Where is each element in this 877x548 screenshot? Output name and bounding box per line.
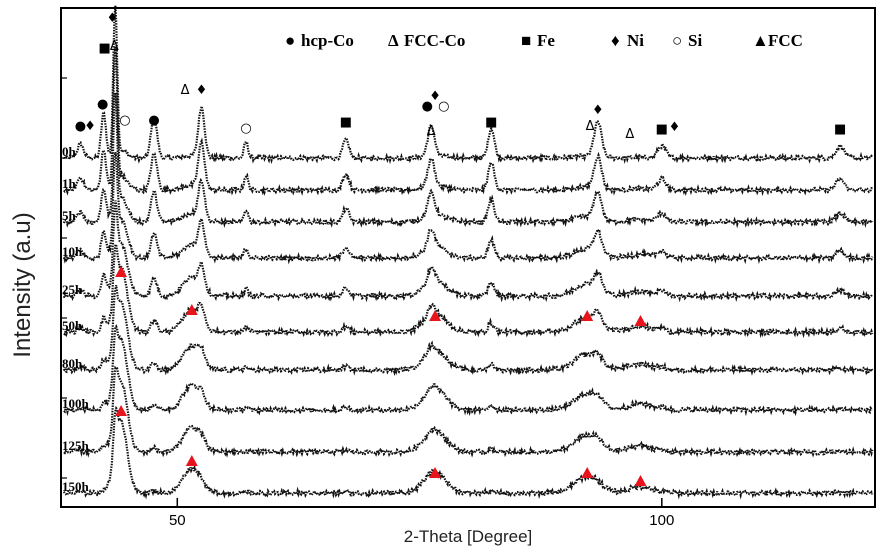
peak-marker: ♦ bbox=[429, 89, 441, 104]
fcc-marker bbox=[429, 467, 442, 478]
plot-area bbox=[62, 5, 874, 500]
series-line bbox=[63, 365, 874, 459]
series-line bbox=[62, 405, 874, 500]
fcc-marker bbox=[634, 475, 647, 486]
peak-marker: Δ bbox=[110, 39, 119, 54]
series-label: 125h bbox=[62, 438, 90, 453]
series-labels: 0h 1h 5h 10h 25h 50h 80h 100h 125h 150h bbox=[62, 144, 90, 494]
series-label: 1h bbox=[62, 176, 77, 191]
series-label: 10h bbox=[62, 244, 83, 259]
series-line bbox=[63, 324, 874, 417]
legend-item: ▲ FCC bbox=[752, 31, 803, 50]
series-line bbox=[63, 46, 873, 197]
series-line bbox=[62, 152, 874, 265]
series-label: 25h bbox=[62, 282, 83, 297]
fcc-marker bbox=[581, 310, 594, 321]
legend-symbol: ○ bbox=[672, 31, 682, 50]
series-line bbox=[62, 92, 874, 229]
legend-symbol: ■ bbox=[521, 31, 531, 50]
legend-symbol: ● bbox=[285, 31, 295, 50]
peak-marker: ■ bbox=[485, 115, 497, 130]
legend-label: FCC-Co bbox=[404, 31, 465, 50]
series-label: 5h bbox=[62, 208, 77, 223]
fcc-marker bbox=[581, 467, 594, 478]
peak-markers: ●♦●■♦Δ○ ●Δ ♦○ ■●Δ♦○■ Δ♦Δ ■ ♦ ■ bbox=[75, 11, 846, 486]
legend-symbol: Δ bbox=[388, 31, 399, 50]
fcc-marker bbox=[115, 266, 128, 277]
fcc-marker bbox=[429, 310, 442, 321]
peak-marker: ○ bbox=[438, 99, 449, 114]
series-line bbox=[63, 242, 874, 339]
series-line bbox=[62, 200, 874, 303]
series-label: 0h bbox=[62, 144, 77, 159]
fcc-marker bbox=[185, 455, 198, 466]
fcc-marker bbox=[185, 304, 198, 315]
legend-symbol: ♦ bbox=[611, 31, 620, 50]
legend-item: Δ FCC-Co bbox=[388, 31, 465, 50]
legend-item: ● hcp-Co bbox=[285, 31, 354, 50]
x-axis-label: 2-Theta [Degree] bbox=[404, 527, 533, 546]
peak-marker: ■ bbox=[98, 41, 110, 56]
legend-label: Ni bbox=[627, 31, 644, 50]
x-axis: 50 100 bbox=[61, 77, 674, 529]
peak-marker: ● bbox=[148, 113, 159, 128]
peak-marker: ○ bbox=[119, 113, 130, 128]
peak-marker: ♦ bbox=[107, 11, 119, 26]
fcc-marker bbox=[115, 405, 128, 416]
legend-label: Fe bbox=[537, 31, 555, 50]
peak-marker: ♦ bbox=[84, 119, 96, 134]
legend-label: FCC bbox=[768, 31, 803, 50]
series-line bbox=[62, 285, 874, 377]
fcc-marker bbox=[634, 315, 647, 326]
peak-marker: ■ bbox=[834, 122, 846, 137]
peak-marker: ♦ bbox=[592, 103, 604, 118]
peak-marker: ● bbox=[97, 97, 108, 112]
peak-marker: ♦ bbox=[669, 120, 681, 135]
legend-item: ♦ Ni bbox=[611, 31, 644, 50]
peak-marker: ♦ bbox=[196, 83, 208, 98]
x-tick-label: 50 bbox=[169, 512, 186, 529]
legend: ● hcp-Co Δ FCC-Co ■ Fe ♦ Ni ○ Si ▲ FCC bbox=[285, 31, 803, 50]
peak-marker: Δ bbox=[181, 83, 190, 98]
peak-marker: Δ bbox=[625, 127, 634, 142]
y-axis-label: Intensity (a.u) bbox=[9, 212, 36, 357]
peak-marker: ● bbox=[422, 99, 433, 114]
series-label: 150h bbox=[62, 479, 90, 494]
series-label: 100h bbox=[62, 396, 90, 411]
legend-label: hcp-Co bbox=[301, 31, 354, 50]
peak-marker: Δ bbox=[586, 119, 595, 134]
peak-marker: ■ bbox=[656, 122, 668, 137]
peak-marker: ● bbox=[75, 119, 86, 134]
peak-marker: ○ bbox=[240, 121, 251, 136]
series-label: 50h bbox=[62, 318, 83, 333]
series-label: 80h bbox=[62, 356, 83, 371]
plot-frame bbox=[60, 7, 876, 508]
legend-item: ○ Si bbox=[672, 31, 702, 50]
peak-marker: Δ bbox=[427, 124, 436, 139]
legend-symbol: ▲ bbox=[752, 31, 769, 50]
legend-label: Si bbox=[688, 31, 702, 50]
peak-marker: ■ bbox=[340, 115, 352, 130]
series-line bbox=[62, 5, 874, 165]
legend-item: ■ Fe bbox=[521, 31, 555, 50]
x-tick-label: 100 bbox=[649, 512, 674, 529]
